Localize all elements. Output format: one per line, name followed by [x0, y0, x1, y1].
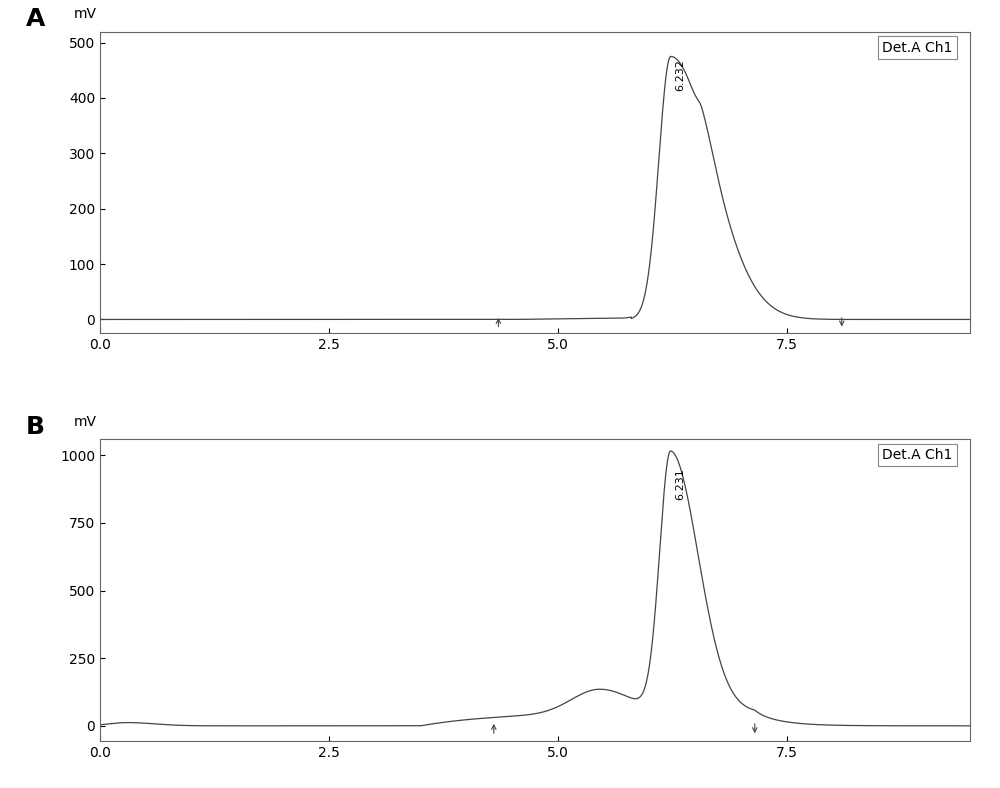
Text: Det.A Ch1: Det.A Ch1 [882, 448, 953, 462]
Text: 6.231: 6.231 [675, 469, 685, 500]
Text: Det.A Ch1: Det.A Ch1 [882, 40, 953, 54]
Text: A: A [26, 7, 45, 32]
Text: mV: mV [74, 7, 97, 21]
Text: mV: mV [74, 414, 97, 429]
Text: 6.232: 6.232 [675, 59, 685, 91]
Text: B: B [26, 414, 45, 439]
